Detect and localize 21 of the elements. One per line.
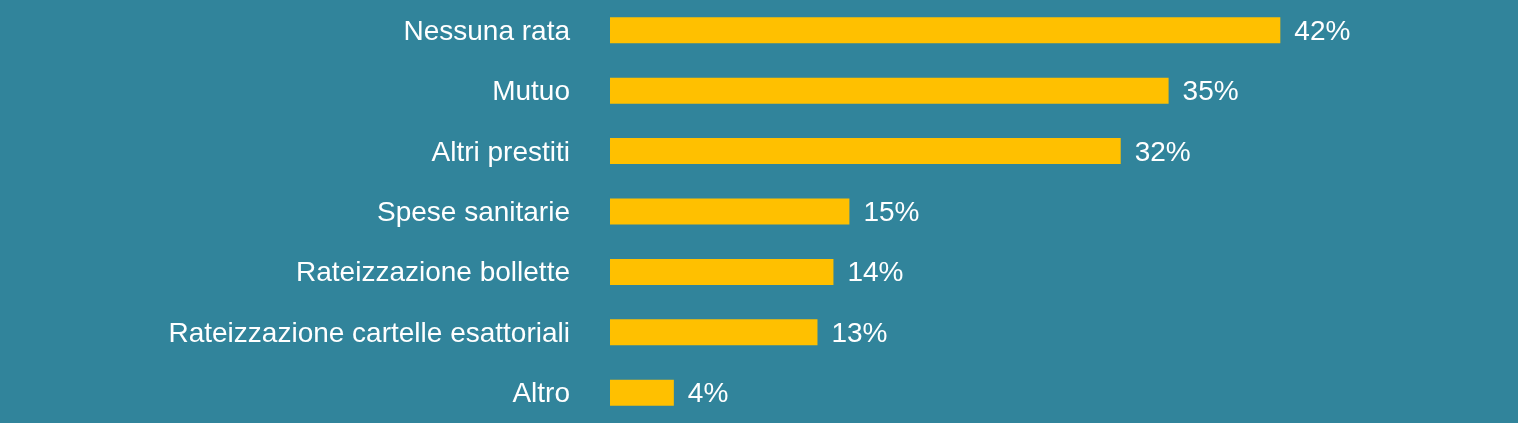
bar bbox=[610, 198, 850, 225]
data-label: 32% bbox=[1134, 135, 1191, 167]
data-label: 4% bbox=[687, 377, 729, 409]
bar bbox=[610, 77, 1169, 104]
y-tick-label: Altro bbox=[512, 377, 570, 409]
y-tick-label: Rateizzazione cartelle esattoriali bbox=[168, 316, 570, 348]
bar bbox=[610, 379, 674, 406]
y-tick-label: Altri prestiti bbox=[431, 135, 570, 167]
data-label: 13% bbox=[831, 316, 888, 348]
data-label: 42% bbox=[1294, 14, 1351, 46]
y-tick-label: Spese sanitarie bbox=[376, 196, 570, 227]
bar bbox=[610, 17, 1281, 44]
bar bbox=[610, 319, 818, 346]
bar bbox=[610, 138, 1121, 165]
y-tick-label: Rateizzazione bollette bbox=[296, 256, 570, 288]
bar bbox=[610, 258, 834, 285]
y-tick-label: Mutuo bbox=[492, 75, 570, 107]
data-label: 14% bbox=[847, 256, 904, 288]
y-tick-label: Nessuna rata bbox=[403, 14, 571, 46]
data-label: 15% bbox=[863, 196, 920, 227]
data-label: 35% bbox=[1182, 75, 1239, 107]
